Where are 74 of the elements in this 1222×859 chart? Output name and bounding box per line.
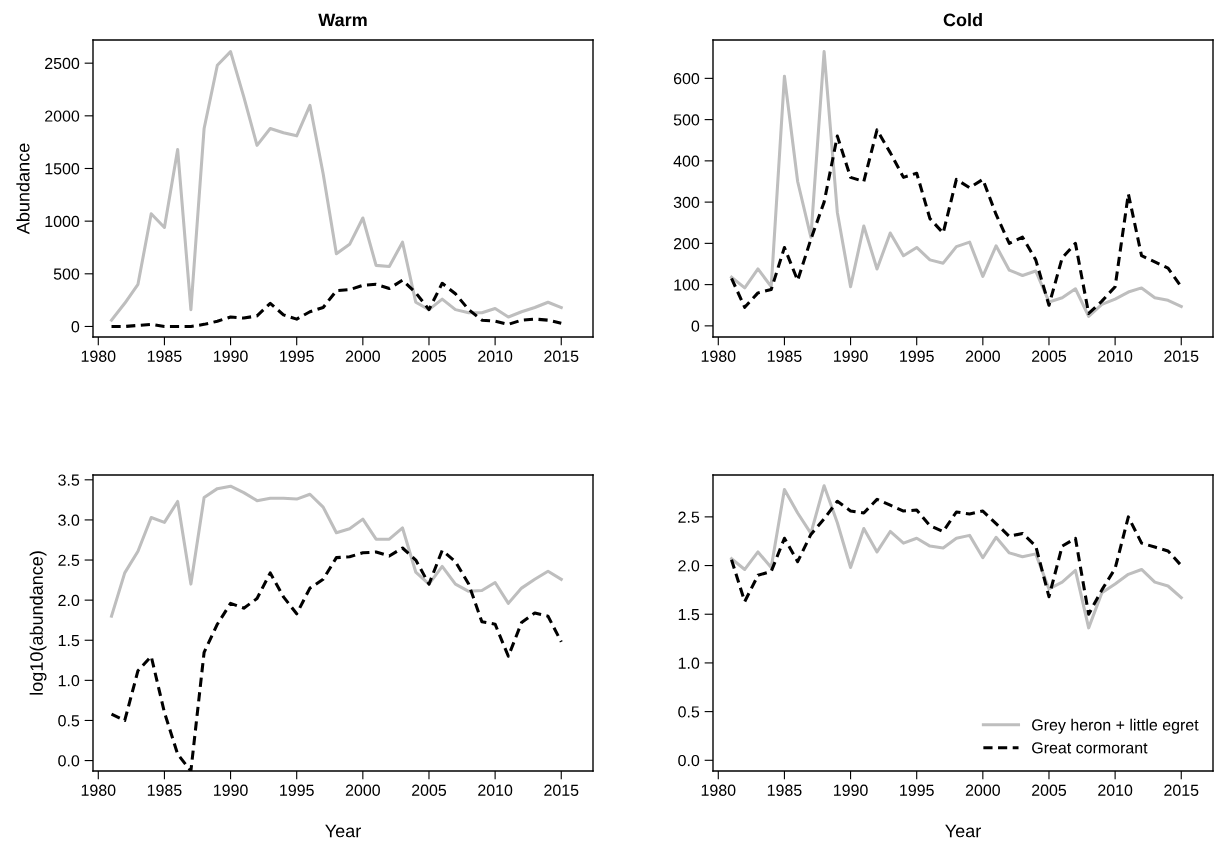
x-tick-label: 2005 [1032,784,1067,796]
y-tick-label: 1.0 [58,674,80,687]
line-series [729,497,1183,616]
x-tick-label: 2015 [1164,784,1199,796]
y-tick-label: 0.0 [678,754,700,767]
y-tick-label: 100 [674,279,700,291]
chart-title: Warm [318,13,367,27]
x-tick-label: 1990 [214,350,248,362]
x-axis-title: Year [945,824,981,838]
x-tick-label: 2010 [1098,350,1133,362]
line-series [729,484,1183,630]
y-tick-label: 2.0 [58,594,80,607]
x-tick-label: 2015 [1164,350,1199,362]
y-tick-label: 2.5 [58,554,80,566]
x-tick-label: 2000 [345,350,380,362]
y-tick-label: 0 [71,321,80,333]
y-tick-label: 0.0 [58,755,80,767]
x-tick-label: 2005 [412,350,447,362]
line-series [109,278,563,328]
x-tick-label: 1980 [81,350,116,362]
x-tick-label: 1980 [701,350,736,362]
y-axis-title: log10(abundance) [29,551,47,695]
x-tick-label: 1995 [280,350,314,362]
line-series [109,50,563,322]
x-tick-label: 1995 [900,784,934,796]
x-tick-label: 2005 [412,784,447,796]
y-tick-label: 2.0 [678,560,700,572]
y-tick-label: 3.0 [58,514,80,526]
x-tick-label: 1980 [81,784,116,796]
legend-label: Great cormorant [1032,742,1148,754]
legend-label: Grey heron + little egret [1032,718,1199,734]
y-tick-label: 300 [673,196,700,209]
x-tick-label: 1985 [767,350,802,362]
y-tick-label: 1500 [45,163,80,175]
y-tick-label: 3.5 [58,474,80,486]
x-tick-label: 2010 [478,784,513,796]
x-tick-label: 1990 [834,784,868,796]
line-series [729,50,1183,318]
y-tick-label: 2500 [45,57,80,70]
x-tick-label: 1980 [701,784,736,796]
y-tick-label: 2000 [45,110,80,122]
x-tick-label: 1985 [147,784,182,796]
x-tick-label: 1985 [147,350,182,362]
x-tick-label: 1985 [767,784,802,796]
y-tick-label: 400 [673,155,700,167]
y-tick-label: 500 [673,114,700,126]
y-tick-label: 1000 [45,215,80,228]
x-tick-label: 2000 [345,784,380,796]
x-tick-label: 2000 [965,784,1000,796]
y-tick-label: 0 [691,320,700,332]
y-tick-label: 2.5 [678,511,700,523]
x-tick-label: 2000 [965,350,1000,362]
y-tick-label: 1.5 [678,609,700,621]
x-tick-label: 2010 [478,350,513,362]
x-tick-label: 2010 [1098,784,1133,796]
chart-title: Cold [943,13,982,27]
x-tick-label: 1990 [834,350,868,362]
x-tick-label: 2015 [544,350,579,362]
x-tick-label: 1995 [280,784,314,796]
y-tick-label: 0.5 [678,706,700,718]
x-tick-label: 1990 [214,784,248,796]
y-tick-label: 500 [53,268,80,280]
x-tick-label: 2005 [1032,350,1067,362]
x-axis-title: Year [325,824,361,838]
y-tick-label: 200 [673,238,700,250]
y-axis-title: Abundance [16,143,30,235]
y-tick-label: 0.5 [58,715,80,727]
y-tick-label: 1.5 [58,635,80,647]
line-series [109,484,563,618]
line-series [729,128,1183,316]
y-tick-label: 1.0 [678,657,700,669]
x-tick-label: 2015 [544,784,579,796]
x-tick-label: 1995 [900,350,934,362]
y-tick-label: 600 [673,73,700,85]
